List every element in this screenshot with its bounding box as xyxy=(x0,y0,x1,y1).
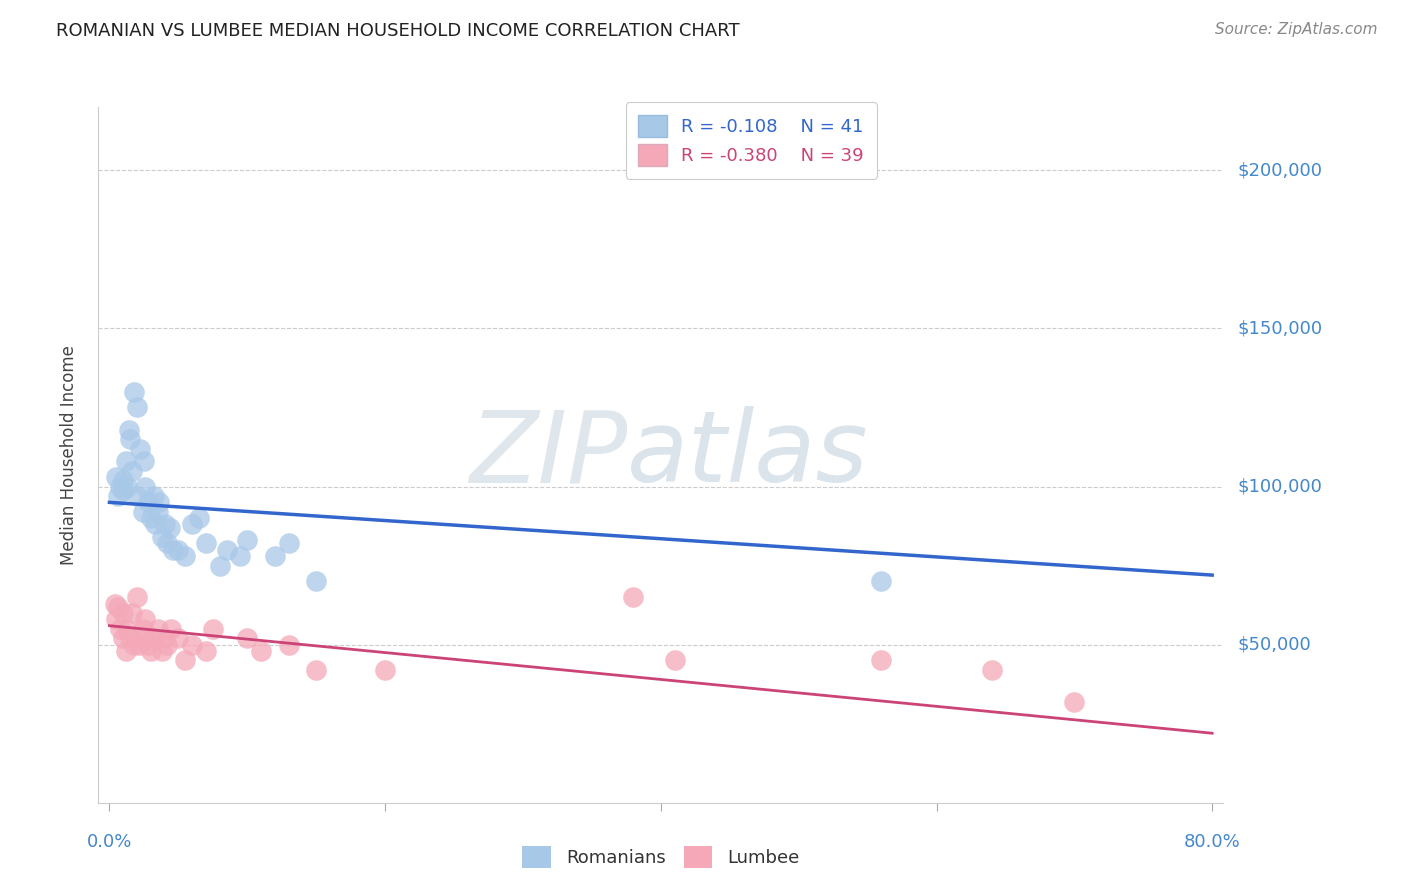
Text: $100,000: $100,000 xyxy=(1237,477,1322,496)
Point xyxy=(120,632,142,646)
Point xyxy=(146,622,169,636)
Point xyxy=(870,653,893,667)
Point xyxy=(150,530,173,544)
Point xyxy=(870,574,893,589)
Point xyxy=(128,638,150,652)
Point xyxy=(110,622,132,636)
Point xyxy=(153,632,176,646)
Point xyxy=(167,542,190,557)
Point xyxy=(201,622,224,636)
Point xyxy=(120,432,142,446)
Text: $200,000: $200,000 xyxy=(1237,161,1322,179)
Text: $50,000: $50,000 xyxy=(1237,636,1310,654)
Text: 0.0%: 0.0% xyxy=(87,833,132,851)
Point xyxy=(104,597,127,611)
Point xyxy=(181,638,204,652)
Point xyxy=(122,384,145,399)
Point xyxy=(125,591,148,605)
Point xyxy=(188,511,211,525)
Point xyxy=(117,622,139,636)
Point xyxy=(131,505,153,519)
Point xyxy=(156,638,179,652)
Point xyxy=(167,632,190,646)
Point xyxy=(139,644,162,658)
Text: 80.0%: 80.0% xyxy=(1184,833,1240,851)
Point xyxy=(112,632,135,646)
Point xyxy=(263,549,285,563)
Legend: Romanians, Lumbee: Romanians, Lumbee xyxy=(513,838,808,877)
Point xyxy=(112,606,135,620)
Point xyxy=(153,517,176,532)
Point xyxy=(122,638,145,652)
Point xyxy=(148,495,170,509)
Point xyxy=(132,632,155,646)
Text: ZIP: ZIP xyxy=(468,407,627,503)
Point xyxy=(159,521,181,535)
Text: ROMANIAN VS LUMBEE MEDIAN HOUSEHOLD INCOME CORRELATION CHART: ROMANIAN VS LUMBEE MEDIAN HOUSEHOLD INCO… xyxy=(56,22,740,40)
Point xyxy=(121,606,143,620)
Point xyxy=(125,401,148,415)
Point xyxy=(277,536,299,550)
Point xyxy=(136,495,159,509)
Point xyxy=(980,663,1002,677)
Point xyxy=(143,517,166,532)
Point xyxy=(142,632,165,646)
Point xyxy=(194,536,217,550)
Point xyxy=(305,663,328,677)
Point xyxy=(134,612,156,626)
Point xyxy=(128,442,150,456)
Point xyxy=(146,505,169,519)
Point xyxy=(236,632,259,646)
Point xyxy=(132,454,155,468)
Point xyxy=(112,483,135,497)
Point xyxy=(1063,695,1085,709)
Point xyxy=(115,644,138,658)
Point xyxy=(115,454,138,468)
Point xyxy=(117,479,139,493)
Point xyxy=(139,511,162,525)
Point xyxy=(174,653,197,667)
Point xyxy=(181,517,204,532)
Point xyxy=(131,622,153,636)
Point xyxy=(374,663,396,677)
Point xyxy=(105,470,128,484)
Point xyxy=(664,653,686,667)
Point xyxy=(134,479,156,493)
Point xyxy=(250,644,273,658)
Y-axis label: Median Household Income: Median Household Income xyxy=(59,345,77,565)
Point xyxy=(215,542,238,557)
Point xyxy=(105,612,128,626)
Point xyxy=(305,574,328,589)
Point xyxy=(107,489,129,503)
Point xyxy=(118,423,141,437)
Point xyxy=(156,536,179,550)
Text: Source: ZipAtlas.com: Source: ZipAtlas.com xyxy=(1215,22,1378,37)
Point xyxy=(277,638,299,652)
Point xyxy=(107,599,129,614)
Point xyxy=(160,622,183,636)
Point xyxy=(236,533,259,548)
Text: $150,000: $150,000 xyxy=(1237,319,1322,337)
Point xyxy=(150,644,173,658)
Point xyxy=(194,644,217,658)
Point xyxy=(162,542,184,557)
Point xyxy=(125,489,148,503)
Point xyxy=(136,638,159,652)
Point xyxy=(229,549,252,563)
Point xyxy=(121,464,143,478)
Point xyxy=(208,558,231,573)
Point xyxy=(112,473,135,487)
Point xyxy=(110,479,132,493)
Point xyxy=(174,549,197,563)
Point xyxy=(142,489,165,503)
Point xyxy=(621,591,644,605)
Text: atlas: atlas xyxy=(627,407,869,503)
